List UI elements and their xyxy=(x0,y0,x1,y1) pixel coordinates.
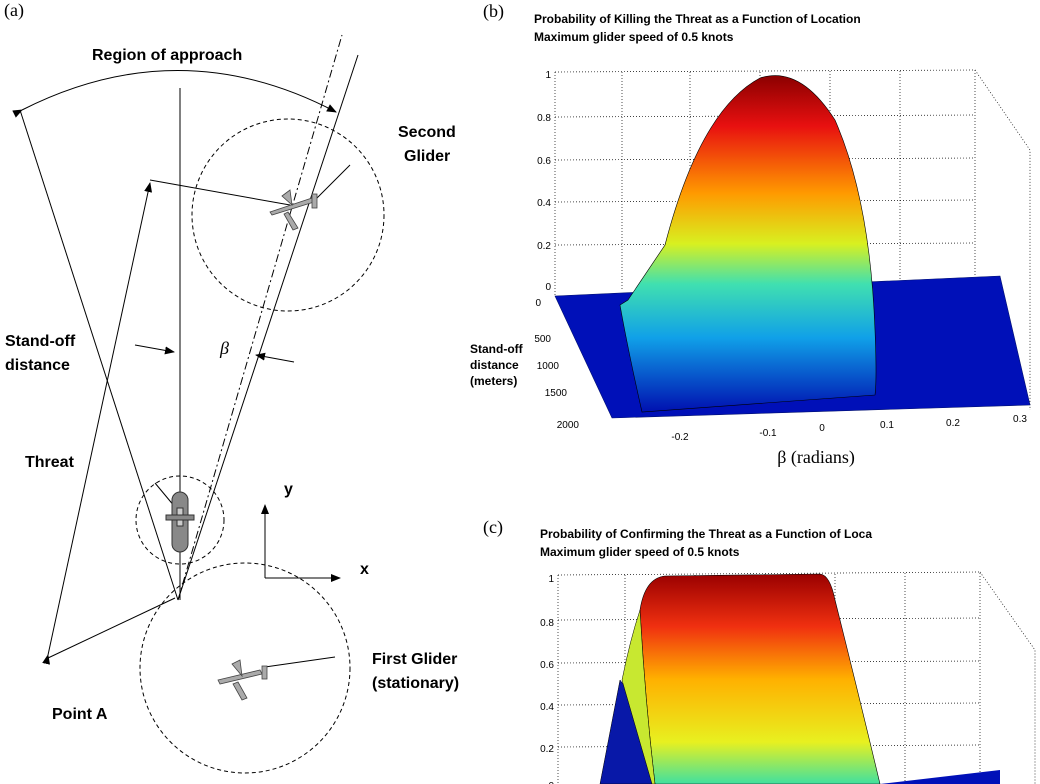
tick-label: 0 xyxy=(545,282,551,293)
leader xyxy=(47,597,176,659)
tick-label: 1500 xyxy=(545,388,568,399)
tick-label: 2000 xyxy=(557,420,580,431)
sector-edge xyxy=(19,109,179,601)
tick-label: 0.1 xyxy=(880,420,894,431)
label: Stand-off xyxy=(5,333,76,350)
tick-label: 0.4 xyxy=(540,702,554,713)
tick-label: 1000 xyxy=(537,361,560,372)
label: (stationary) xyxy=(372,675,459,692)
tick-label: 0 xyxy=(535,298,541,309)
tick-label: 0 xyxy=(548,781,554,784)
label: Point A xyxy=(52,706,108,723)
tick-label: 0.6 xyxy=(540,660,554,671)
glider-icon xyxy=(269,189,318,231)
approach-line xyxy=(177,34,343,601)
beta-arrow xyxy=(134,344,175,355)
plot-title: Probability of Confirming the Threat as … xyxy=(540,527,872,541)
diagram: (a) Region of approach Second Glider Sta… xyxy=(4,0,459,774)
glider-range xyxy=(191,118,385,312)
plot-title: Probability of Killing the Threat as a F… xyxy=(534,12,861,26)
tick-label: 0.8 xyxy=(537,113,551,124)
label: Glider xyxy=(404,148,450,165)
label: First Glider xyxy=(372,651,457,668)
axis-label: Stand-off xyxy=(470,342,524,356)
tick-label: 0.6 xyxy=(537,156,551,167)
tick-label: 1 xyxy=(548,574,554,585)
leader xyxy=(314,164,351,201)
axis-label: (meters) xyxy=(470,374,517,388)
plateau-surface xyxy=(639,573,881,784)
plot-b: (b) Probability of Killing the Threat as… xyxy=(470,1,1031,468)
label: y xyxy=(284,481,293,498)
tick-label: -0.2 xyxy=(671,432,689,443)
tick-label: 500 xyxy=(534,334,551,345)
floor-surface xyxy=(880,770,1000,784)
panel-label: (b) xyxy=(483,1,504,22)
label: x xyxy=(360,561,369,578)
plot-subtitle: Maximum glider speed of 0.5 knots xyxy=(534,30,734,44)
label: Region of approach xyxy=(92,47,242,64)
leader xyxy=(149,179,291,206)
label: Second xyxy=(398,124,456,141)
label: Threat xyxy=(25,454,75,471)
tick-label: 0.2 xyxy=(537,241,551,252)
threat-icon xyxy=(165,491,195,553)
panel-label: (c) xyxy=(483,517,503,538)
tick-label: 0 xyxy=(819,423,825,434)
plot-c: (c) Probability of Confirming the Threat… xyxy=(483,517,1036,784)
beta-arrow xyxy=(255,352,295,363)
plot-subtitle: Maximum glider speed of 0.5 knots xyxy=(540,545,740,559)
standoff-arrow xyxy=(42,182,153,665)
tick-label: 0.2 xyxy=(540,744,554,755)
tick-label: 0.2 xyxy=(946,418,960,429)
side-surface xyxy=(621,609,656,784)
tick-label: 1 xyxy=(545,70,551,81)
peak-surface xyxy=(619,75,877,413)
panel-label: (a) xyxy=(4,0,24,21)
symbol: β xyxy=(219,338,229,358)
glider-icon xyxy=(217,659,268,701)
region-arc xyxy=(12,70,337,118)
glider-range xyxy=(139,562,351,774)
tick-label: 0.4 xyxy=(537,198,551,209)
label: distance xyxy=(5,357,70,374)
leader xyxy=(264,656,336,668)
tick-label: -0.1 xyxy=(759,428,777,439)
sector-edge xyxy=(177,54,359,601)
tick-label: 0.8 xyxy=(540,618,554,629)
threat-range xyxy=(135,475,225,565)
axis-label: distance xyxy=(470,358,519,372)
tick-label: 0.3 xyxy=(1013,414,1027,425)
axis-label: β (radians) xyxy=(777,447,855,468)
